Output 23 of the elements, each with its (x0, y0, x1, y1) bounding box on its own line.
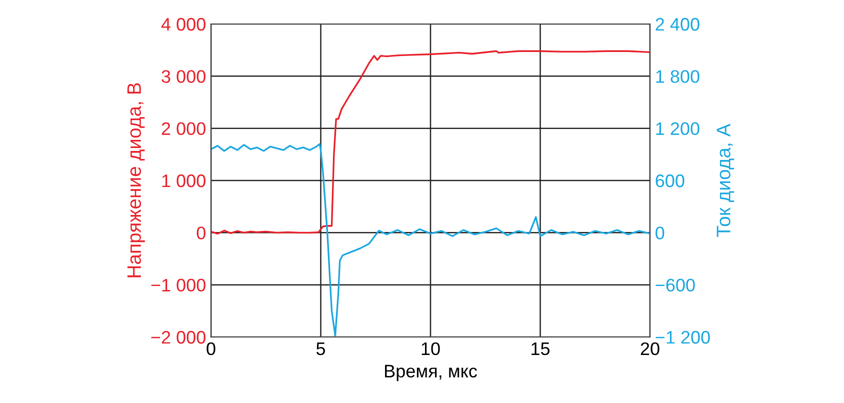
x-tick-label: 5 (316, 342, 326, 356)
x-tick-label: 15 (532, 342, 550, 356)
y2-tick-label: −600 (656, 278, 695, 292)
y2-axis-title: Ток диода, А (716, 124, 734, 237)
y-tick-label: 4 000 (161, 18, 206, 31)
y-tick-label: 3 000 (162, 70, 206, 83)
y-tick-label: −1 000 (151, 278, 206, 292)
y2-tick-label: 0 (656, 226, 664, 240)
x-tick-label: 20 (640, 342, 660, 356)
y-tick-label: 0 (196, 226, 206, 240)
y-tick-label: −2 000 (151, 330, 206, 344)
line-series (211, 50, 650, 235)
y2-tick-label: −1 200 (656, 330, 710, 344)
x-tick-label: 0 (206, 342, 216, 356)
y2-tick-label: 1 200 (656, 122, 700, 136)
y2-tick-label: 600 (656, 174, 684, 188)
x-axis-title: Время, мкс (385, 364, 477, 382)
y2-tick-label: 1 800 (656, 70, 700, 83)
y2-tick-label: 2 400 (656, 18, 700, 31)
x-tick-label: 10 (422, 342, 440, 356)
y-axis-title: Напряжение диода, В (127, 83, 145, 278)
y-tick-label: 1 000 (162, 174, 206, 188)
y-tick-label: 2 000 (162, 122, 206, 136)
